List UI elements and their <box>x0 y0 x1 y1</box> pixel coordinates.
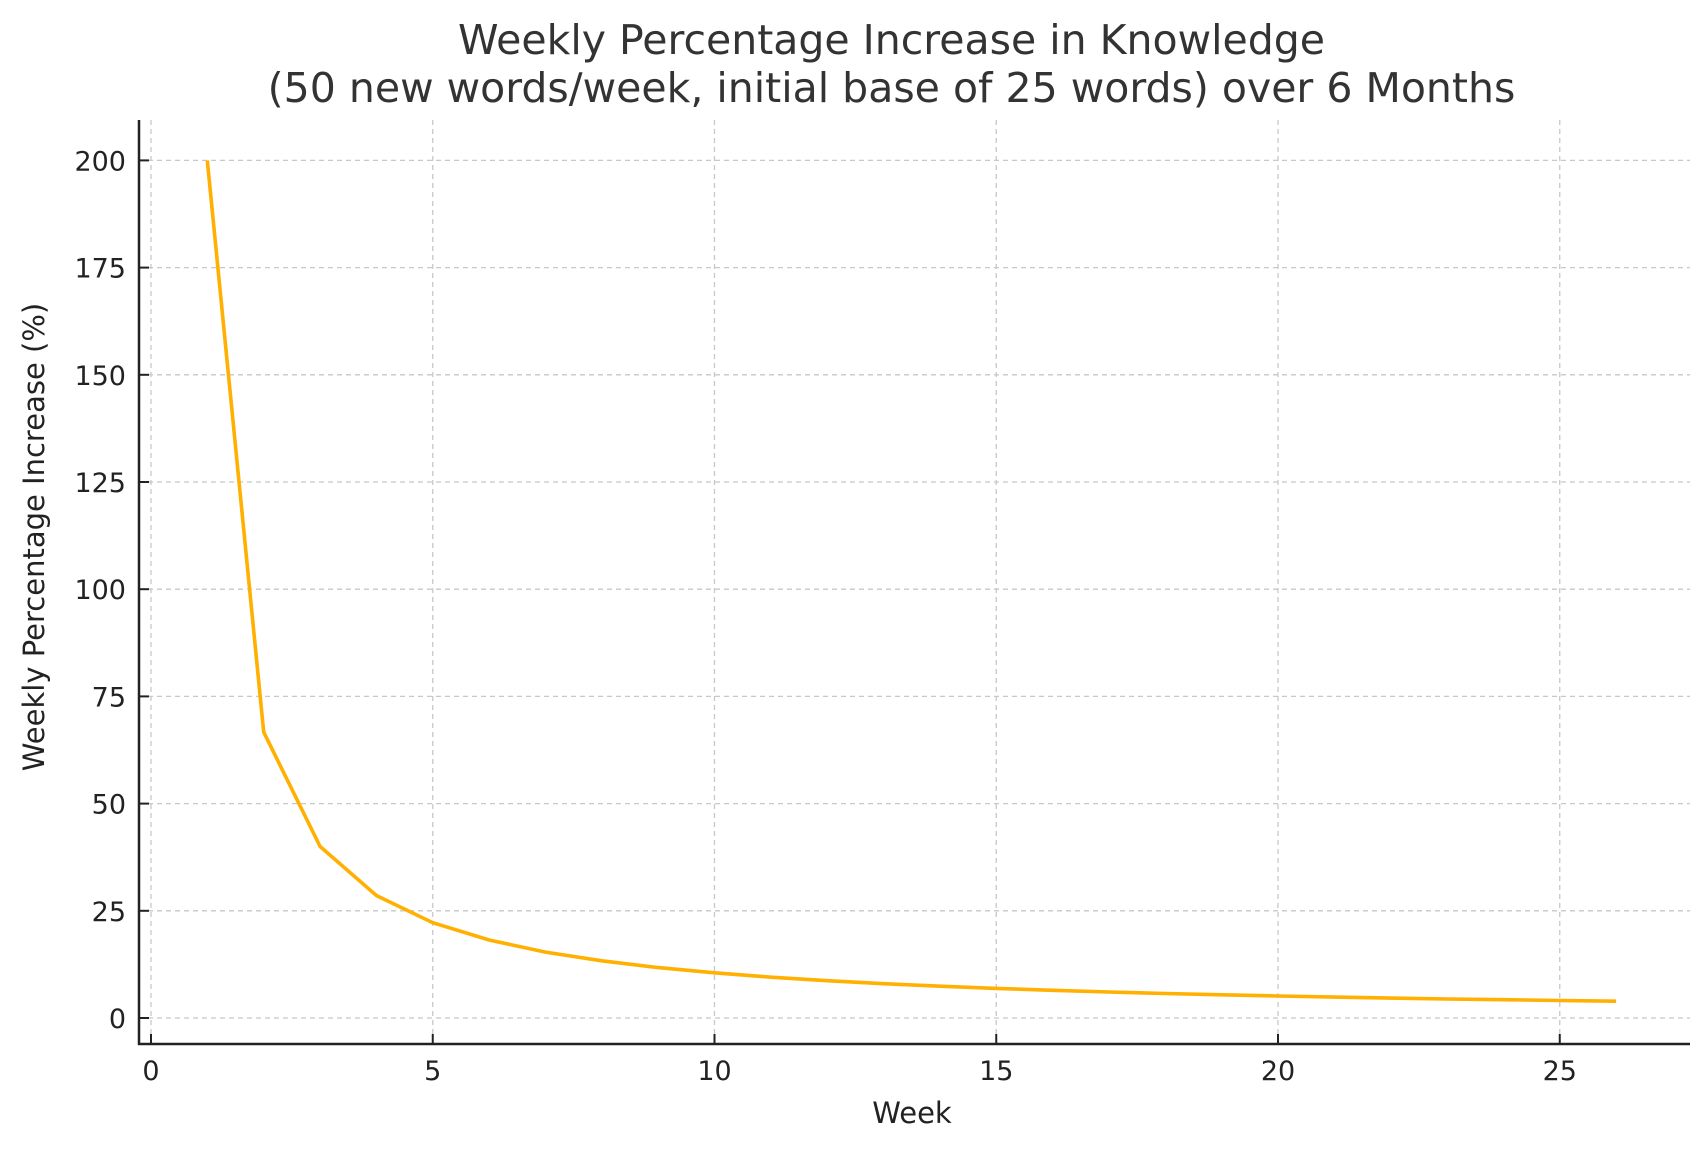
chart-title: Weekly Percentage Increase in Knowledge <box>457 16 1326 64</box>
x-tick-label: 0 <box>142 1056 159 1087</box>
data-line <box>205 160 1617 1003</box>
y-tick-label: 125 <box>74 468 126 499</box>
y-tick-label: 50 <box>92 790 126 821</box>
y-tick-label: 150 <box>74 361 126 392</box>
x-tick-label: 20 <box>1261 1056 1295 1087</box>
x-axis-label: Week <box>872 1096 952 1130</box>
x-tick-label: 5 <box>424 1056 441 1087</box>
y-tick-label: 75 <box>92 682 126 713</box>
tick-labels: 0 5 10 15 20 25 0 25 50 75 100 125 150 175 200 <box>74 146 1576 1087</box>
y-tick-label: 175 <box>74 254 126 285</box>
x-tick-label: 15 <box>979 1056 1013 1087</box>
y-tick-label: 100 <box>74 575 126 606</box>
y-tick-label: 200 <box>74 146 126 177</box>
y-axis-label: Weekly Percentage Increase (%) <box>17 303 51 771</box>
axes <box>137 120 1690 1046</box>
chart-subtitle: (50 new words/week, initial base of 25 w… <box>267 64 1516 112</box>
x-tick-label: 25 <box>1543 1056 1577 1087</box>
x-tick-label: 10 <box>697 1056 731 1087</box>
grid-lines <box>139 120 1690 1044</box>
y-tick-label: 25 <box>92 897 126 928</box>
y-tick-label: 0 <box>109 1004 126 1035</box>
